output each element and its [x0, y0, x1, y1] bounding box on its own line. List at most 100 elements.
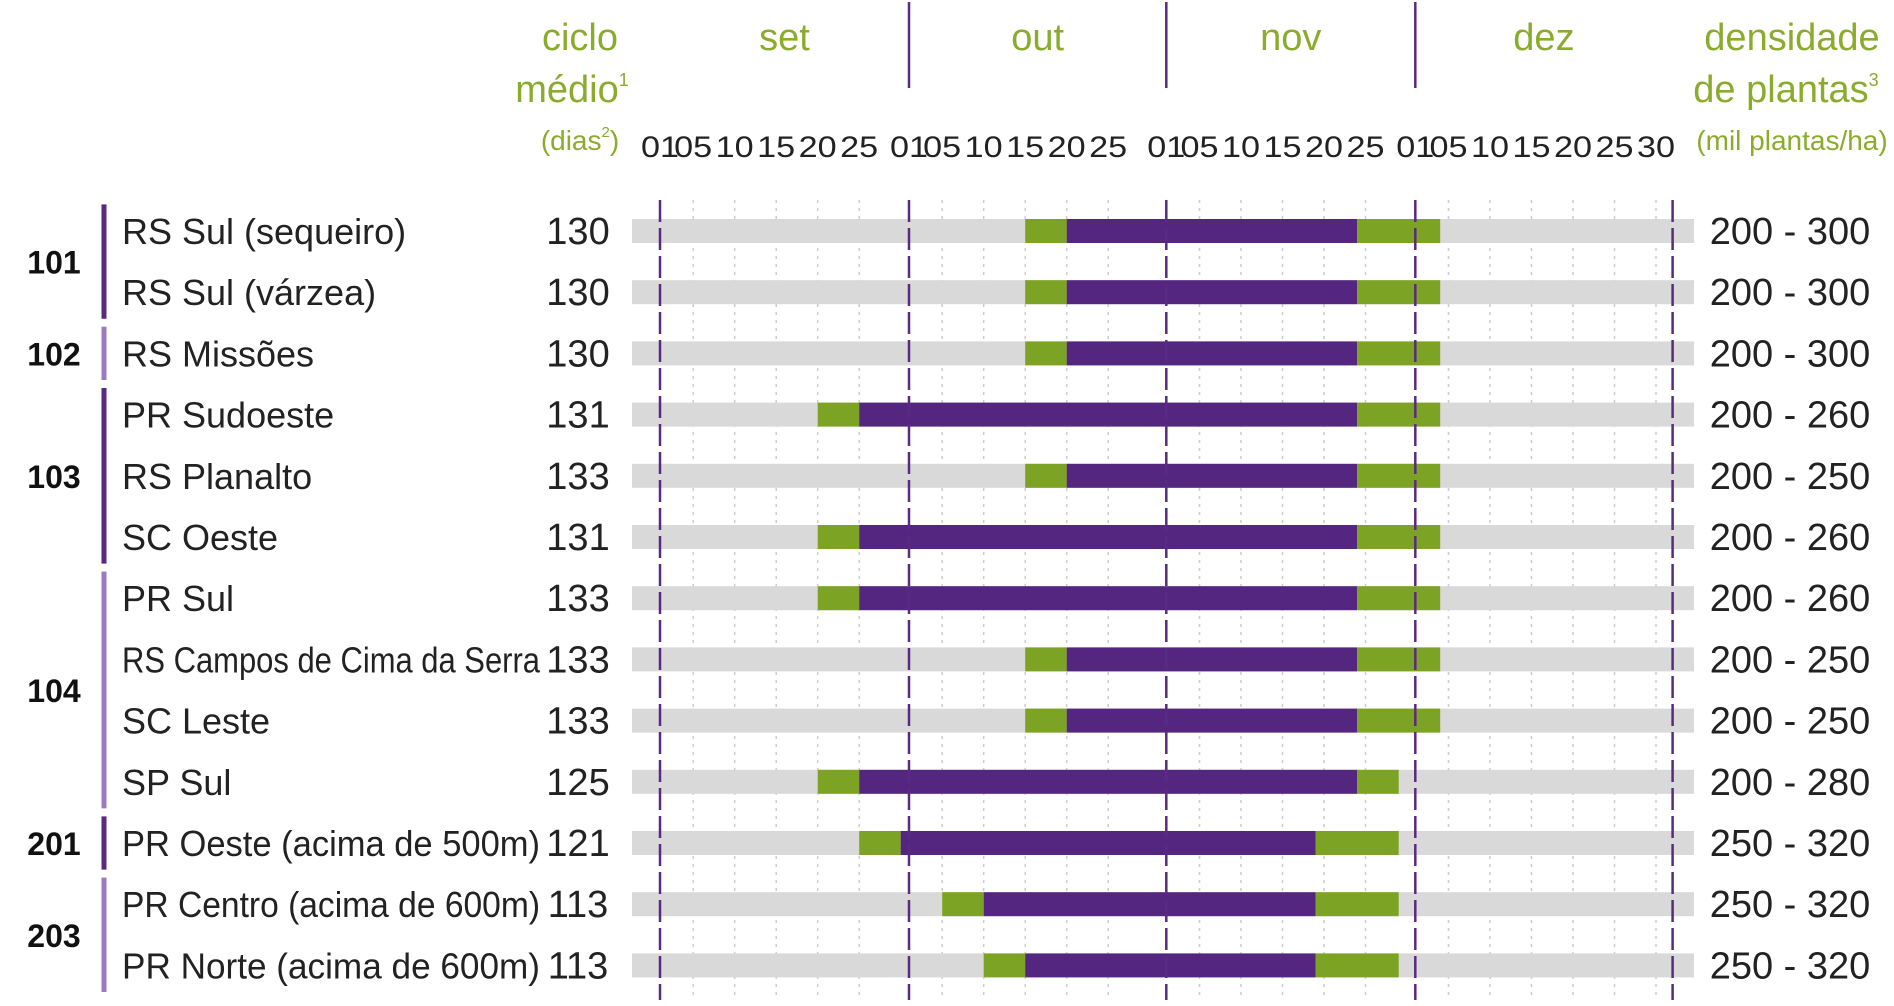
group-labels: 101 102 103 104 201 203	[27, 245, 81, 954]
cycle-value-2: 130	[546, 333, 609, 375]
bars	[632, 219, 1694, 978]
cycle-value-10: 121	[546, 823, 609, 865]
bar-green-row-10-seg-2	[1315, 831, 1399, 855]
density-value-8: 200 - 250	[1710, 701, 1871, 743]
density-header-line1: densidade	[1704, 17, 1879, 59]
tick-label-14: 10	[1222, 131, 1260, 164]
region-label-9: SP Sul	[122, 762, 231, 803]
tick-label-2: 10	[716, 131, 754, 164]
cycle-value-1: 130	[546, 272, 609, 314]
bar-green-row-3-seg-2	[1357, 402, 1441, 427]
tick-label-3: 15	[757, 131, 795, 164]
cycle-header-line2: médio1	[515, 69, 629, 111]
cycle-value-8: 133	[546, 701, 609, 743]
cycle-unit-sup: 2	[602, 124, 610, 141]
cycle-unit-text: (dias	[541, 125, 602, 156]
density-value-12: 250 - 320	[1710, 945, 1871, 987]
bar-green-row-1-seg-2	[1357, 280, 1441, 305]
cycle-value-3: 131	[546, 395, 609, 437]
tick-label-22: 20	[1554, 131, 1592, 164]
tick-label-17: 25	[1347, 131, 1385, 164]
tick-label-21: 15	[1513, 131, 1551, 164]
bar-green-row-7-seg-2	[1357, 647, 1441, 672]
density-header-line2: de plantas3	[1693, 69, 1878, 111]
bar-purple-row-4-seg-1	[1066, 463, 1358, 488]
cycle-value-6: 133	[546, 578, 609, 620]
month-label-dez: dez	[1513, 17, 1574, 59]
bar-green-row-1-seg-0	[1025, 280, 1067, 305]
density-value-4: 200 - 250	[1710, 456, 1871, 498]
tick-label-20: 10	[1471, 131, 1509, 164]
month-label-set: set	[759, 17, 810, 59]
density-value-11: 250 - 320	[1710, 884, 1871, 926]
tick-label-7: 05	[923, 131, 961, 164]
cycle-header-line2-text: médio	[515, 69, 619, 111]
density-value-10: 250 - 320	[1710, 823, 1871, 865]
bar-green-row-0-seg-2	[1357, 219, 1441, 243]
density-header-line2-text: de plantas	[1693, 69, 1868, 111]
region-label-1: RS Sul (várzea)	[122, 272, 376, 313]
density-unit: (mil plantas/ha)	[1696, 125, 1887, 156]
region-label-3: PR Sudoeste	[122, 395, 334, 436]
cycle-header-line1: ciclo	[542, 17, 618, 59]
bar-green-row-0-seg-0	[1025, 219, 1067, 243]
density-value-7: 200 - 250	[1710, 639, 1871, 681]
region-label-6: PR Sul	[122, 578, 234, 619]
region-label-12: PR Norte (acima de 600m)	[122, 945, 540, 986]
group-label-203: 203	[27, 918, 80, 954]
region-label-8: SC Leste	[122, 701, 270, 742]
bar-green-row-8-seg-2	[1357, 708, 1441, 733]
tick-label-0: 01	[641, 131, 679, 164]
tick-label-8: 10	[965, 131, 1003, 164]
bar-green-row-6-seg-2	[1357, 586, 1441, 611]
tick-label-13: 05	[1181, 131, 1219, 164]
tick-label-18: 01	[1396, 131, 1434, 164]
bar-green-row-8-seg-0	[1025, 708, 1067, 733]
chart-header: ciclo médio1 (dias2) densidade de planta…	[515, 2, 1888, 164]
cycle-values: 130 130 130 131 133 131 133 133 133 125 121 113 113	[546, 211, 609, 987]
region-label-7: RS Campos de Cima da Serra	[122, 639, 541, 680]
bar-green-row-4-seg-0	[1025, 463, 1067, 488]
cycle-value-7: 133	[546, 639, 609, 681]
tick-label-11: 25	[1089, 131, 1127, 164]
group-label-103: 103	[27, 459, 80, 495]
bar-purple-row-5-seg-1	[859, 525, 1358, 549]
month-header-lines	[907, 2, 1417, 88]
density-value-0: 200 - 300	[1710, 211, 1871, 253]
tick-label-5: 25	[840, 131, 878, 164]
bar-purple-row-8-seg-1	[1066, 708, 1358, 733]
cycle-unit: (dias2)	[541, 124, 619, 156]
tick-label-1: 05	[674, 131, 712, 164]
group-label-101: 101	[27, 245, 80, 281]
month-label-nov: nov	[1260, 17, 1321, 59]
bar-green-row-9-seg-0	[817, 769, 860, 794]
density-value-5: 200 - 260	[1710, 517, 1871, 559]
cycle-header-sup: 1	[619, 70, 629, 90]
bar-purple-row-1-seg-1	[1066, 280, 1358, 305]
density-value-9: 200 - 280	[1710, 762, 1871, 804]
bar-green-row-10-seg-0	[859, 831, 901, 855]
region-labels: RS Sul (sequeiro) RS Sul (várzea) RS Missõ…	[122, 211, 541, 986]
region-label-5: SC Oeste	[122, 517, 278, 558]
region-label-2: RS Missões	[122, 333, 314, 374]
tick-label-6: 01	[890, 131, 928, 164]
cycle-value-0: 130	[546, 211, 609, 253]
tick-label-19: 05	[1430, 131, 1468, 164]
group-label-102: 102	[27, 336, 80, 372]
bar-green-row-3-seg-0	[817, 402, 860, 427]
bar-green-row-4-seg-2	[1357, 463, 1441, 488]
bar-purple-row-10-seg-1	[900, 831, 1316, 855]
tick-label-23: 25	[1596, 131, 1634, 164]
bar-purple-row-6-seg-1	[859, 586, 1358, 611]
region-label-0: RS Sul (sequeiro)	[122, 211, 406, 252]
month-label-out: out	[1011, 17, 1064, 59]
bar-green-row-12-seg-2	[1315, 953, 1399, 978]
tick-label-9: 15	[1006, 131, 1044, 164]
tick-label-12: 01	[1147, 131, 1185, 164]
cycle-value-4: 133	[546, 456, 609, 498]
region-label-11: PR Centro (acima de 600m)	[122, 884, 540, 925]
density-value-6: 200 - 260	[1710, 578, 1871, 620]
bar-green-row-12-seg-0	[983, 953, 1026, 978]
cycle-value-5: 131	[546, 517, 609, 559]
